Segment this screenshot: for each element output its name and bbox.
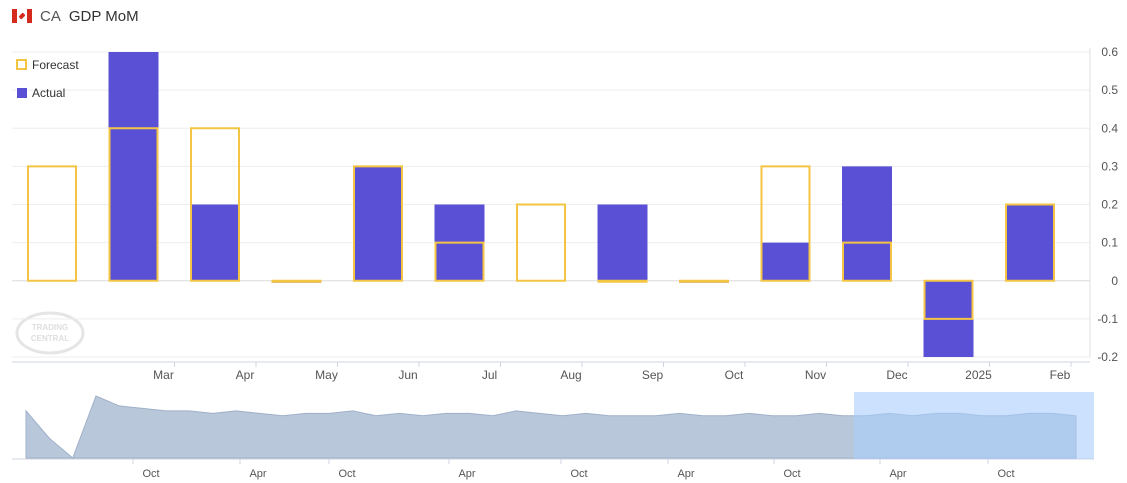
x-tick-label: Jun (398, 368, 417, 382)
x-tick-label: 2025 (965, 368, 992, 382)
x-tick-label: Sep (642, 368, 664, 382)
forecast-bar[interactable] (190, 127, 240, 282)
x-tick-label: Jul (482, 368, 497, 382)
forecast-bar[interactable] (434, 241, 485, 282)
y-tick-label: 0.1 (1101, 236, 1118, 250)
watermark-line-2: CENTRAL (31, 334, 69, 343)
navigator-tick-label: Oct (570, 468, 587, 480)
x-tick-label: Dec (886, 368, 907, 382)
country-code: CA (40, 7, 61, 25)
navigator-selection[interactable] (854, 392, 1094, 459)
legend-actual-label: Actual (32, 86, 65, 100)
x-axis: Mar Apr May Jun Jul Aug Sep Oct Nov Dec 2025 Feb (153, 362, 1072, 382)
actual-swatch (17, 88, 27, 98)
actual-bar[interactable] (1005, 204, 1055, 281)
actual-bar[interactable] (597, 204, 648, 281)
navigator-tick-label: Oct (783, 468, 800, 480)
navigator-tick-label: Oct (997, 468, 1014, 480)
chart-title: GDP MoM (68, 7, 139, 25)
legend-item-forecast[interactable]: Forecast (16, 58, 79, 72)
navigator-tick-label: Oct (338, 468, 355, 480)
legend-item-actual[interactable]: Actual (17, 86, 65, 100)
actual-bar[interactable] (842, 166, 892, 281)
forecast-bar[interactable] (271, 279, 322, 283)
forecast-bar[interactable] (27, 165, 77, 282)
navigator-tick-label: Apr (889, 468, 906, 480)
forecast-bar[interactable] (597, 279, 648, 283)
forecast-bar[interactable] (1005, 203, 1055, 282)
y-tick-label: 0.5 (1101, 83, 1118, 97)
actual-bar[interactable] (353, 166, 403, 281)
forecast-bar[interactable] (923, 279, 974, 320)
x-tick-label: Feb (1050, 368, 1071, 382)
navigator-tick-label: Oct (142, 468, 159, 480)
legend[interactable]: Forecast Actual (16, 58, 79, 100)
x-tick-label: Nov (805, 368, 826, 382)
y-tick-label: 0.3 (1101, 159, 1118, 173)
actual-bar[interactable] (760, 242, 811, 281)
canada-flag-icon (12, 9, 32, 23)
trading-central-watermark: TRADING CENTRAL (15, 311, 85, 355)
forecast-bar[interactable] (353, 165, 403, 282)
navigator-tick-label: Apr (677, 468, 694, 480)
x-tick-label: Oct (725, 368, 744, 382)
navigator[interactable]: Oct Apr Oct Apr Oct Apr Oct Apr Oct (12, 392, 1094, 480)
navigator-tick-label: Apr (458, 468, 475, 480)
bars-layer (27, 52, 1055, 357)
actual-bar[interactable] (108, 52, 159, 281)
x-tick-label: May (315, 368, 338, 382)
navigator-tick-label: Apr (249, 468, 266, 480)
forecast-bar[interactable] (679, 279, 729, 283)
y-tick-label: -0.2 (1097, 350, 1118, 364)
y-tick-label: 0.2 (1101, 198, 1118, 212)
y-tick-label: 0.4 (1101, 121, 1118, 135)
x-tick-label: Apr (236, 368, 255, 382)
forecast-bar[interactable] (760, 165, 811, 282)
y-tick-label: -0.1 (1097, 312, 1118, 326)
forecast-bar[interactable] (516, 203, 566, 282)
forecast-bar[interactable] (108, 127, 159, 282)
forecast-bar[interactable] (842, 241, 892, 282)
y-tick-label: 0 (1111, 274, 1118, 288)
y-tick-label: 0.6 (1101, 45, 1118, 59)
x-tick-label: Mar (153, 368, 174, 382)
forecast-swatch (16, 59, 27, 70)
watermark-line-1: TRADING (32, 323, 68, 332)
legend-forecast-label: Forecast (32, 58, 79, 72)
y-axis: 0.6 0.5 0.4 0.3 0.2 0.1 0 -0.1 -0.2 (12, 45, 1118, 364)
x-tick-label: Aug (560, 368, 581, 382)
actual-bar[interactable] (190, 204, 240, 281)
chart-header: CA GDP MoM (12, 6, 139, 26)
